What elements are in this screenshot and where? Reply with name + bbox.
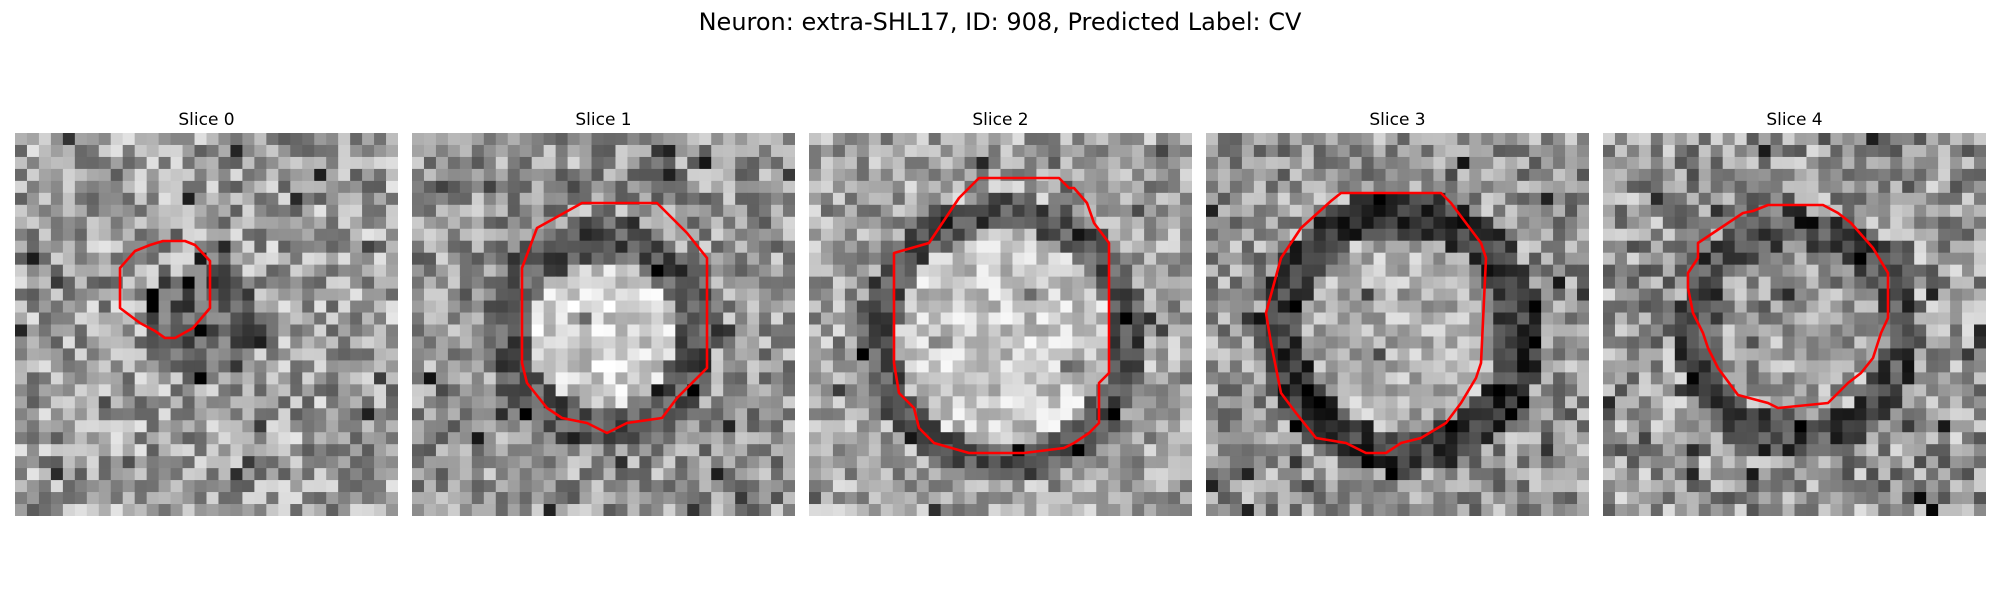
slice-panel-3: Slice 3 bbox=[1206, 108, 1589, 516]
roi-contour bbox=[118, 239, 212, 340]
roi-contour bbox=[1686, 203, 1890, 410]
slice-title-2: Slice 2 bbox=[972, 110, 1029, 130]
slice-panel-2: Slice 2 bbox=[809, 108, 1192, 516]
slice-image-2 bbox=[809, 133, 1192, 516]
slice-panel-0: Slice 0 bbox=[15, 108, 398, 516]
roi-contour bbox=[892, 176, 1111, 455]
slice-title-1: Slice 1 bbox=[575, 110, 632, 130]
figure-title: Neuron: extra-SHL17, ID: 908, Predicted … bbox=[698, 8, 1302, 36]
slice-title-0: Slice 0 bbox=[178, 110, 235, 130]
slice-panel-4: Slice 4 bbox=[1603, 108, 1986, 516]
roi-contour bbox=[520, 201, 709, 435]
slice-panel-1: Slice 1 bbox=[412, 108, 795, 516]
slice-image-3 bbox=[1206, 133, 1589, 516]
slice-title-3: Slice 3 bbox=[1369, 110, 1426, 130]
slice-image-4 bbox=[1603, 133, 1986, 516]
slice-image-1 bbox=[412, 133, 795, 516]
slice-title-4: Slice 4 bbox=[1766, 110, 1823, 130]
slice-image-0 bbox=[15, 133, 398, 516]
roi-contour bbox=[1264, 191, 1488, 455]
